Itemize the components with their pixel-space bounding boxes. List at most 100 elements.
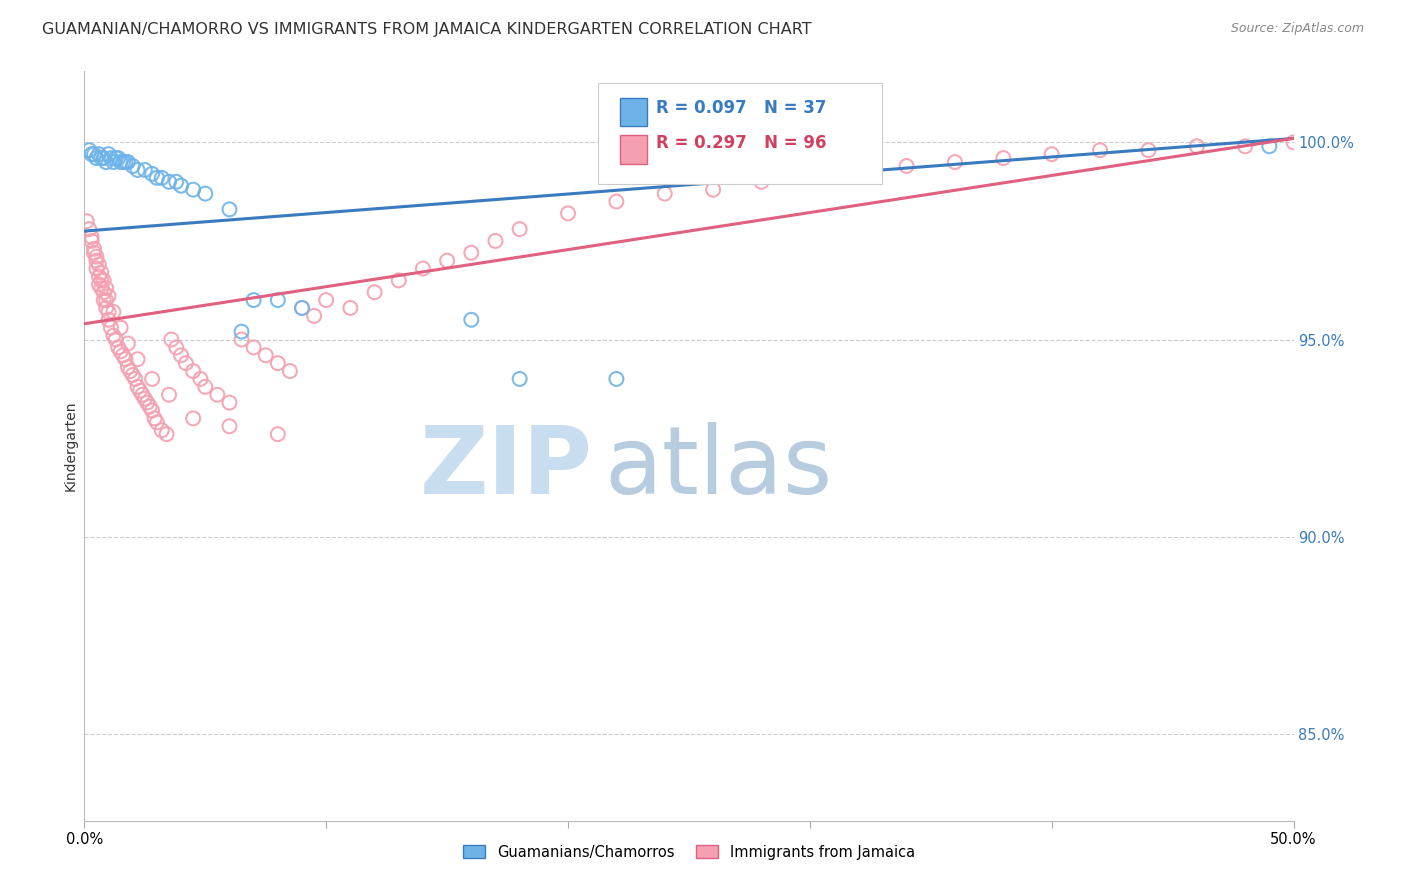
Point bbox=[83, 147, 105, 161]
Point bbox=[114, 155, 136, 169]
Point bbox=[254, 348, 277, 362]
Point bbox=[207, 388, 229, 402]
Point bbox=[190, 372, 212, 386]
Point bbox=[460, 245, 482, 260]
Point bbox=[107, 340, 129, 354]
Point bbox=[160, 333, 183, 347]
Point bbox=[146, 415, 169, 429]
Point bbox=[751, 175, 773, 189]
Point bbox=[267, 427, 290, 442]
Point bbox=[93, 273, 115, 287]
Point bbox=[103, 155, 125, 169]
Point bbox=[134, 163, 156, 178]
Point bbox=[112, 348, 135, 362]
Point bbox=[291, 301, 314, 315]
Point bbox=[136, 395, 159, 409]
Point bbox=[460, 313, 482, 327]
Point bbox=[143, 411, 166, 425]
Point bbox=[605, 194, 627, 209]
Point bbox=[90, 265, 112, 279]
Point bbox=[103, 328, 125, 343]
Point bbox=[1088, 143, 1111, 157]
Point bbox=[117, 360, 139, 375]
Text: Source: ZipAtlas.com: Source: ZipAtlas.com bbox=[1230, 22, 1364, 36]
Point bbox=[100, 151, 122, 165]
Point bbox=[90, 151, 112, 165]
Point bbox=[112, 155, 135, 169]
Point bbox=[170, 178, 193, 193]
Point bbox=[86, 261, 108, 276]
Point bbox=[231, 333, 253, 347]
Point bbox=[104, 333, 127, 347]
Point bbox=[181, 364, 204, 378]
Point bbox=[87, 258, 110, 272]
Point bbox=[87, 277, 110, 292]
Point bbox=[194, 186, 217, 201]
Point bbox=[83, 242, 105, 256]
Y-axis label: Kindergarten: Kindergarten bbox=[63, 401, 77, 491]
Point bbox=[1040, 147, 1063, 161]
Text: R = 0.097   N = 37: R = 0.097 N = 37 bbox=[657, 99, 827, 117]
Point bbox=[150, 423, 173, 437]
Point bbox=[97, 313, 120, 327]
Point bbox=[93, 285, 115, 300]
Point bbox=[605, 372, 627, 386]
Point bbox=[121, 368, 143, 382]
Point bbox=[100, 320, 122, 334]
Point bbox=[80, 147, 103, 161]
Point bbox=[170, 348, 193, 362]
Point bbox=[1185, 139, 1208, 153]
Point bbox=[124, 372, 146, 386]
Point bbox=[267, 293, 290, 307]
Point bbox=[97, 289, 120, 303]
Point bbox=[267, 356, 290, 370]
Point bbox=[117, 336, 139, 351]
Point bbox=[104, 151, 127, 165]
Point bbox=[165, 340, 187, 354]
Point bbox=[134, 392, 156, 406]
Point bbox=[242, 293, 264, 307]
Text: GUAMANIAN/CHAMORRO VS IMMIGRANTS FROM JAMAICA KINDERGARTEN CORRELATION CHART: GUAMANIAN/CHAMORRO VS IMMIGRANTS FROM JA… bbox=[42, 22, 811, 37]
Point bbox=[138, 400, 160, 414]
Point bbox=[218, 419, 240, 434]
Point bbox=[77, 222, 100, 236]
Point bbox=[1234, 139, 1257, 153]
Point bbox=[155, 427, 177, 442]
Point bbox=[278, 364, 301, 378]
Point bbox=[291, 301, 314, 315]
Point bbox=[339, 301, 361, 315]
Point bbox=[302, 309, 325, 323]
Point bbox=[110, 320, 132, 334]
Point bbox=[181, 183, 204, 197]
Point bbox=[141, 167, 163, 181]
Point bbox=[110, 155, 132, 169]
Point bbox=[141, 403, 163, 417]
Point bbox=[218, 395, 240, 409]
Point bbox=[77, 143, 100, 157]
Point bbox=[90, 273, 112, 287]
Point bbox=[141, 372, 163, 386]
Point bbox=[846, 163, 869, 178]
Point bbox=[194, 380, 217, 394]
Point bbox=[157, 175, 180, 189]
Point bbox=[80, 234, 103, 248]
Point bbox=[86, 151, 108, 165]
Text: R = 0.297   N = 96: R = 0.297 N = 96 bbox=[657, 134, 827, 152]
Legend: Guamanians/Chamorros, Immigrants from Jamaica: Guamanians/Chamorros, Immigrants from Ja… bbox=[457, 839, 921, 866]
Point bbox=[94, 281, 117, 295]
Point bbox=[993, 151, 1015, 165]
Point bbox=[90, 281, 112, 295]
Point bbox=[86, 250, 108, 264]
Point bbox=[1282, 136, 1305, 150]
Point bbox=[117, 155, 139, 169]
Point bbox=[174, 356, 197, 370]
Point bbox=[94, 293, 117, 307]
Point bbox=[896, 159, 918, 173]
Point bbox=[799, 167, 821, 181]
Point bbox=[412, 261, 434, 276]
Point bbox=[1137, 143, 1160, 157]
Point bbox=[121, 159, 143, 173]
Point bbox=[165, 175, 187, 189]
Point bbox=[388, 273, 411, 287]
Point bbox=[76, 214, 98, 228]
